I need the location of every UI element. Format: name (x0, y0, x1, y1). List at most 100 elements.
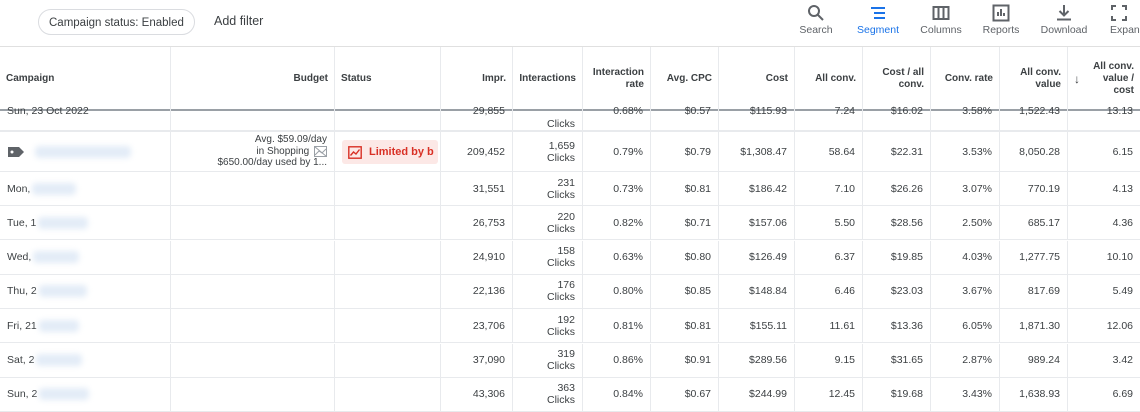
row-rate: 0.79% (583, 132, 651, 171)
table-row[interactable]: Mon, 31,551 231 Clicks 0.73% $0.81 $186.42 7.10… (0, 172, 1140, 206)
reports-icon (992, 4, 1010, 22)
segment-button[interactable]: Segment (846, 4, 910, 36)
row-all-conv: 58.64 (795, 132, 863, 171)
row-rate: 0.86% (583, 343, 651, 377)
campaign-name-cell[interactable] (0, 132, 171, 171)
table-row[interactable]: Fri, 21 23,706 192 Clicks 0.81% $0.81 $155.11 1… (0, 309, 1140, 344)
table-row[interactable]: Sat, 2 37,090 319 Clicks 0.86% $0.91 $289.56 9.… (0, 343, 1140, 378)
row-value-cost: 4.13 (1112, 182, 1133, 195)
row-conv-rate: 2.50% (931, 206, 1000, 240)
col-status[interactable]: Status (335, 47, 441, 110)
row-value-cost: 10.10 (1106, 251, 1133, 264)
row-interactions: 220 Clicks (513, 206, 583, 240)
row-cost: $157.06 (719, 206, 795, 240)
row-all-conv: 6.46 (795, 274, 863, 308)
col-impr[interactable]: Impr. (441, 47, 513, 110)
col-budget[interactable]: Budget (171, 47, 335, 110)
col-all-conv-value[interactable]: All conv. value (1000, 47, 1068, 110)
campaign-status-filter-chip[interactable]: Campaign status: Enabled (38, 9, 195, 35)
columns-button[interactable]: Columns (909, 4, 973, 36)
row-value: 8,050.28 (1000, 132, 1068, 171)
row-all-conv: 9.15 (795, 343, 863, 377)
expand-button[interactable]: Expand (1094, 4, 1140, 36)
row-value: 1,277.75 (1000, 240, 1068, 274)
row-value-cost: 6.69 (1112, 388, 1133, 401)
row-date: Tue, 1 (0, 206, 171, 240)
row-interactions: 192 Clicks (513, 309, 583, 343)
row-all-conv: 11.61 (795, 309, 863, 343)
table-row[interactable]: Sun, 2 43,306 363 Clicks 0.84% $0.67 $244.99 12… (0, 377, 1140, 412)
status-cell (335, 132, 441, 171)
download-button[interactable]: Download (1032, 4, 1096, 36)
date-redacted (38, 216, 89, 229)
row-value-cost: 6.15 (1112, 145, 1133, 158)
row-value: 989.24 (1000, 343, 1068, 377)
row-date: Sat, 2 (0, 343, 171, 377)
row-value: 770.19 (1000, 172, 1068, 205)
row-conv-rate: 2.87% (931, 343, 1000, 377)
row-interactions: 319 Clicks (513, 343, 583, 377)
row-value-cost: 5.49 (1112, 285, 1133, 298)
row-impr: 22,136 (441, 274, 513, 308)
row-value-cost: 4.36 (1112, 216, 1133, 229)
row-cost-conv: $13.36 (863, 309, 931, 343)
row-interactions: 158 Clicks (513, 240, 583, 274)
row-cost: $148.84 (719, 274, 795, 308)
expand-label: Expand (1110, 24, 1140, 36)
row-rate: 0.80% (583, 274, 651, 308)
row-cost-conv: $16.02 (863, 105, 931, 130)
table-row-campaign[interactable]: Avg. $59.09/day in Shopping $650.00/day … (0, 131, 1140, 172)
search-icon (808, 5, 824, 21)
row-value: 685.17 (1000, 206, 1068, 240)
col-campaign[interactable]: Campaign (0, 47, 171, 110)
row-impr: 26,753 (441, 206, 513, 240)
add-filter-button[interactable]: Add filter (214, 14, 264, 28)
row-rate: 0.68% (583, 105, 651, 130)
row-rate: 0.63% (583, 240, 651, 274)
row-rate: 0.81% (583, 309, 651, 343)
row-impr: 43,306 (441, 377, 513, 411)
row-rate: 0.82% (583, 206, 651, 240)
reports-label: Reports (982, 24, 1020, 36)
segment-label: Segment (856, 24, 900, 36)
row-interactions: 1,659 Clicks (513, 132, 583, 171)
table-row[interactable]: Wed, 24,910 158 Clicks 0.63% $0.80 $126.49 6.37… (0, 240, 1140, 275)
shopping-tag-icon (8, 146, 24, 157)
col-interaction-rate[interactable]: Interaction rate (583, 47, 651, 110)
col-value-cost[interactable]: ↓ All conv. value / cost (1074, 60, 1134, 96)
no-chart-icon (314, 145, 327, 157)
row-rate: 0.73% (583, 172, 651, 205)
row-all-conv: 6.37 (795, 240, 863, 274)
row-cost: $289.56 (719, 343, 795, 377)
col-avg-cpc[interactable]: Avg. CPC (651, 47, 719, 110)
col-cost-all-conv[interactable]: Cost / all conv. (863, 47, 931, 110)
search-button[interactable]: Search (784, 4, 848, 36)
row-all-conv: 12.45 (795, 377, 863, 411)
row-date: Wed, (0, 240, 171, 274)
sort-arrow-icon: ↓ (1074, 71, 1080, 86)
row-conv-rate: 3.67% (931, 274, 1000, 308)
col-conv-rate[interactable]: Conv. rate (931, 47, 1000, 110)
reports-button[interactable]: Reports (969, 4, 1033, 36)
row-cpc: $0.57 (651, 105, 719, 130)
expand-icon (1111, 5, 1127, 21)
row-date: Mon, (0, 172, 171, 205)
table-row[interactable]: Thu, 2 22,136 176 Clicks 0.80% $0.85 $148.84 6.… (0, 274, 1140, 309)
row-cpc: $0.67 (651, 377, 719, 411)
row-cpc: $0.85 (651, 274, 719, 308)
col-all-conv[interactable]: All conv. (795, 47, 863, 110)
table-header: Campaign Budget Status Impr. Interaction… (0, 46, 1140, 111)
table-row[interactable]: Tue, 1 26,753 220 Clicks 0.82% $0.71 $157.06 5.… (0, 206, 1140, 241)
table-row-partial[interactable]: Sun, 23 Oct 2022 29,855 Clicks 0.68% $0.… (0, 105, 1140, 131)
row-conv-rate: 3.53% (931, 132, 1000, 171)
row-value-cost: 3.42 (1112, 354, 1133, 366)
row-cpc: $0.80 (651, 240, 719, 274)
col-interactions[interactable]: Interactions (513, 47, 583, 110)
row-cost-conv: $22.31 (863, 132, 931, 171)
row-date: Fri, 21 (0, 309, 171, 343)
col-cost[interactable]: Cost (719, 47, 795, 110)
limited-by-budget-badge[interactable]: Limited by b (342, 140, 438, 164)
row-date: Sun, 2 (0, 377, 171, 411)
row-cost-conv: $26.26 (863, 172, 931, 205)
row-all-conv: 7.10 (795, 172, 863, 205)
